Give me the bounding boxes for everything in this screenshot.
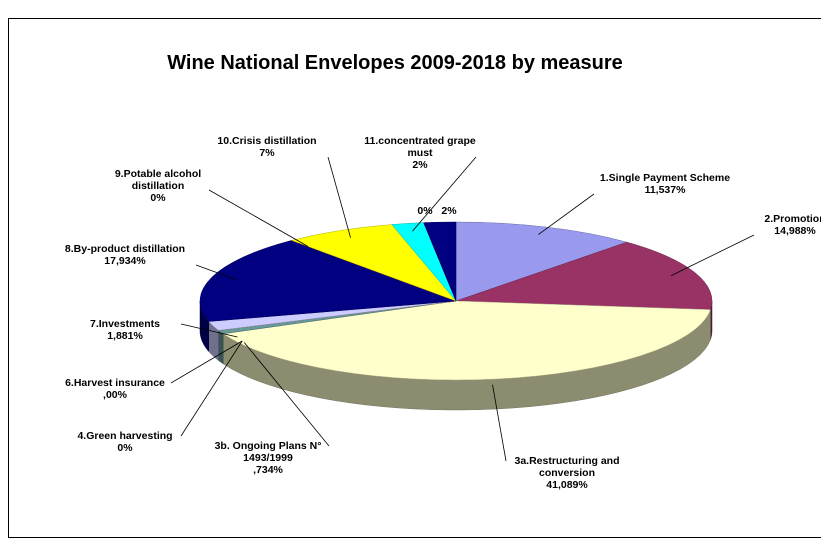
value-label: 11,537%: [644, 184, 686, 196]
value-label: 2%: [412, 159, 428, 171]
value-label: 0%: [150, 192, 166, 204]
data-label: 9.Potable alcohol distillation 0%: [103, 168, 213, 204]
data-label: 11.concentrated grape must 2%: [360, 135, 480, 171]
category-label: 3a.Restructuring and conversion: [514, 455, 620, 479]
category-label: 7.Investments: [89, 318, 161, 330]
category-label: 9.Potable alcohol distillation: [114, 168, 202, 192]
value-label: 14,988%: [774, 225, 816, 237]
slice: [455, 221, 628, 302]
data-label: 4.Green harvesting 0%: [65, 430, 185, 454]
data-label: 8.By-product distillation 17,934%: [50, 243, 200, 267]
data-label: 1.Single Payment Scheme 11,537%: [590, 172, 740, 196]
data-label: 2%: [434, 205, 464, 217]
value-label: 2%: [441, 205, 457, 217]
data-label: 7.Investments 1,881%: [65, 318, 185, 342]
leader-line: [195, 264, 237, 280]
leader-line: [243, 342, 330, 447]
slice: [423, 221, 457, 302]
leader-line: [180, 323, 238, 338]
slice-side: [218, 329, 224, 365]
value-label: 1,881%: [107, 330, 143, 342]
value-label: 0%: [417, 205, 433, 217]
leader-line: [327, 156, 351, 238]
data-label: 3b. Ongoing Plans N° 1493/1999,734%: [203, 440, 333, 476]
data-label: 2.Promotion 14,988%: [750, 213, 821, 237]
leader-line: [170, 340, 243, 384]
slice: [455, 241, 713, 310]
category-label: 10.Crisis distillation: [217, 135, 317, 147]
category-label: 3b. Ongoing Plans N° 1493/1999: [214, 440, 322, 464]
value-label: ,00%: [103, 389, 127, 401]
value-label: 0%: [117, 442, 133, 454]
category-label: 8.By-product distillation: [64, 243, 186, 255]
category-label: 6.Harvest insurance: [65, 377, 165, 389]
leader-line: [538, 193, 595, 235]
leader-line: [671, 234, 755, 276]
category-label: 2.Promotion: [764, 213, 821, 225]
category-label: 1.Single Payment Scheme: [599, 172, 731, 184]
category-label: 11.concentrated grape must: [364, 135, 476, 159]
chart-title: Wine National Envelopes 2009-2018 by mea…: [167, 52, 623, 74]
leader-line: [180, 340, 243, 437]
value-label: ,734%: [253, 464, 283, 476]
data-label: 6.Harvest insurance ,00%: [55, 377, 175, 401]
slice: [290, 224, 457, 302]
leader-line: [492, 384, 507, 462]
data-label: 3a.Restructuring and conversion 41,089%: [502, 455, 632, 491]
category-label: 4.Green harvesting: [77, 430, 173, 442]
slice: [199, 240, 457, 322]
page: {"chart_data": {"type": "pie3d", "title"…: [8, 18, 821, 538]
data-label: 10.Crisis distillation 7%: [202, 135, 332, 159]
leader-line: [412, 156, 477, 232]
value-label: 7%: [259, 147, 275, 159]
slice: [222, 300, 711, 381]
leader-line: [208, 189, 309, 247]
data-label: 0%: [410, 205, 440, 217]
chart: [170, 156, 755, 462]
value-label: 17,934%: [104, 255, 146, 267]
value-label: 41,089%: [546, 479, 588, 491]
